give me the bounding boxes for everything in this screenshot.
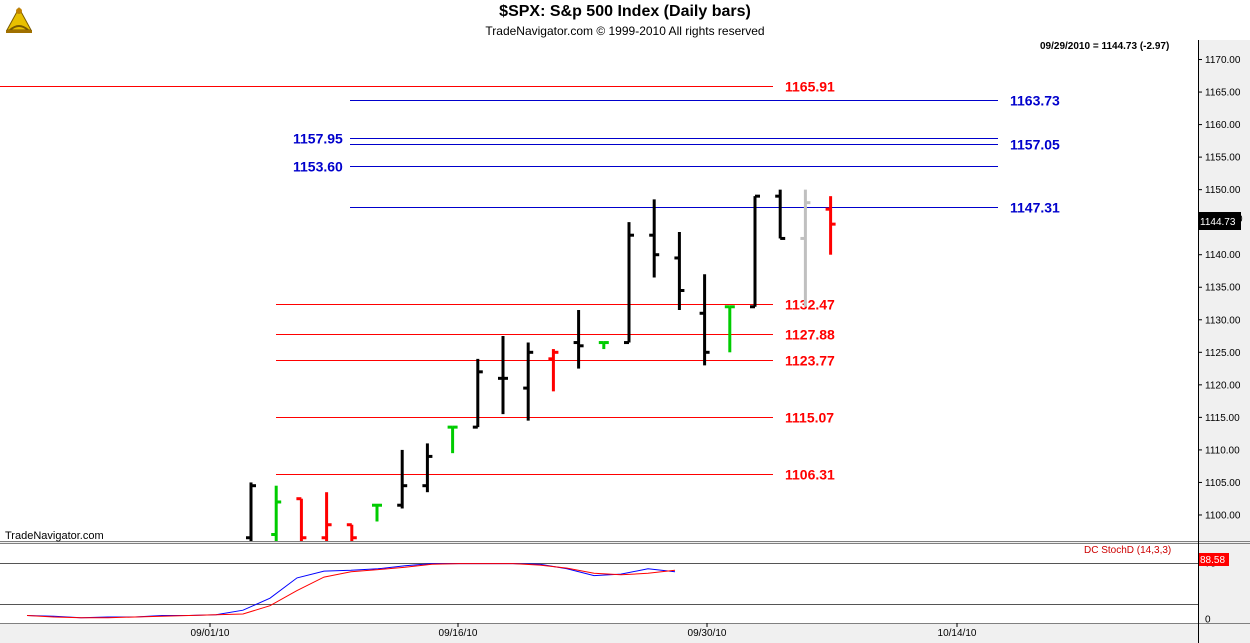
price-y-tick-label: 1105.00 (1205, 478, 1241, 489)
price-quote-label: 09/29/2010 = 1144.73 (-2.97) (1040, 41, 1169, 52)
last-price-label: 1144.73 (1200, 217, 1236, 228)
price-y-axis: 1100.00 1105.00 1110.00 1115.00 1120.00 1125.… (1198, 55, 1241, 521)
price-level-label: 1165.91 (785, 79, 835, 95)
price-panel (0, 40, 1198, 541)
price-y-tick-label: 1120.00 (1205, 380, 1241, 391)
price-level-label: 1106.31 (785, 467, 835, 483)
price-level-label: 1127.88 (785, 327, 835, 343)
ohlc-bar (699, 274, 710, 366)
price-y-tick-label: 1110.00 (1205, 445, 1240, 456)
ohlc-bar (346, 523, 357, 541)
price-level-label: 1163.73 (1010, 93, 1060, 109)
ohlc-bar (498, 336, 508, 415)
price-level-label: 1157.95 (293, 131, 343, 147)
ohlc-bar (548, 349, 559, 392)
ohlc-bar (422, 443, 433, 493)
tradenavigator-watermark: TradeNavigator.com (5, 530, 104, 542)
price-y-tick-label: 1155.00 (1205, 153, 1241, 164)
stoch-series-d (26, 563, 676, 619)
ohlc-bar (775, 189, 786, 240)
price-y-tick-label: 1140.00 (1205, 250, 1241, 261)
date-tick-label: 09/30/10 (688, 628, 727, 639)
stoch-lines (26, 563, 676, 619)
ohlc-bar (724, 305, 735, 353)
ohlc-bar (447, 425, 458, 454)
chart-header: $SPX: S&p 500 Index (Daily bars) TradeNa… (0, 0, 1250, 40)
ohlc-bar (246, 482, 256, 541)
ohlc-bar (649, 199, 660, 278)
stoch-indicator-label: DC StochD (14,3,3) (1084, 545, 1171, 556)
price-y-tick-label: 1100.00 (1205, 510, 1241, 521)
date-tick-label: 10/14/10 (938, 628, 977, 639)
ohlc-bar (825, 196, 836, 255)
ohlc-bar (523, 342, 534, 421)
price-y-tick-label: 1135.00 (1205, 283, 1241, 294)
price-y-tick-label: 1150.00 (1205, 185, 1241, 196)
price-bars (246, 189, 836, 541)
price-level-label: 1123.77 (785, 353, 835, 369)
price-y-tick-label: 1115.00 (1205, 413, 1240, 424)
price-level-label: 1153.60 (293, 159, 343, 175)
price-level-label: 1115.07 (785, 410, 834, 426)
date-axis: 09/01/10 09/16/10 09/30/10 10/14/10 (191, 623, 977, 639)
ohlc-bar (674, 231, 685, 311)
chart-title: $SPX: S&p 500 Index (Daily bars) (499, 3, 751, 20)
ohlc-bar (271, 485, 282, 541)
price-y-tick-label: 1165.00 (1205, 88, 1241, 99)
price-y-tick-label: 1170.00 (1205, 55, 1241, 66)
ohlc-bar (397, 449, 408, 509)
stoch-value-tag: 88.58 (1199, 553, 1229, 566)
chart-subtitle: TradeNavigator.com © 1999-2010 All right… (485, 24, 765, 38)
ohlc-bar (750, 194, 760, 309)
price-levels: 1165.91 1163.73 1157.95 1157.05 1153.60 1147.… (0, 79, 1060, 483)
date-tick-label: 09/16/10 (439, 628, 478, 639)
stoch-value-label: 88.58 (1200, 555, 1225, 566)
ohlc-bar (800, 189, 811, 307)
ohlc-bar (321, 492, 332, 541)
ohlc-bar (598, 341, 609, 350)
price-level-label: 1157.05 (1010, 137, 1060, 153)
price-y-tick-label: 1160.00 (1205, 120, 1241, 131)
stoch-panel (0, 544, 1198, 623)
last-price-tag: 1144.73 0 (1199, 212, 1243, 230)
ohlc-bar (372, 503, 382, 522)
price-level-label: 1132.47 (785, 297, 835, 313)
date-tick-label: 09/01/10 (191, 628, 230, 639)
sextant-logo-icon[interactable] (2, 2, 36, 36)
ohlc-bar (573, 310, 584, 369)
last-price-partial-label: 0 (1237, 214, 1243, 225)
price-y-tick-label: 1130.00 (1205, 315, 1241, 326)
stoch-y-tick-label: 0 (1205, 615, 1211, 626)
ohlc-bar (296, 497, 307, 541)
price-y-tick-label: 1125.00 (1205, 348, 1241, 359)
ohlc-bar (624, 222, 634, 345)
ohlc-bar (472, 358, 483, 429)
price-level-label: 1147.31 (1010, 200, 1060, 216)
